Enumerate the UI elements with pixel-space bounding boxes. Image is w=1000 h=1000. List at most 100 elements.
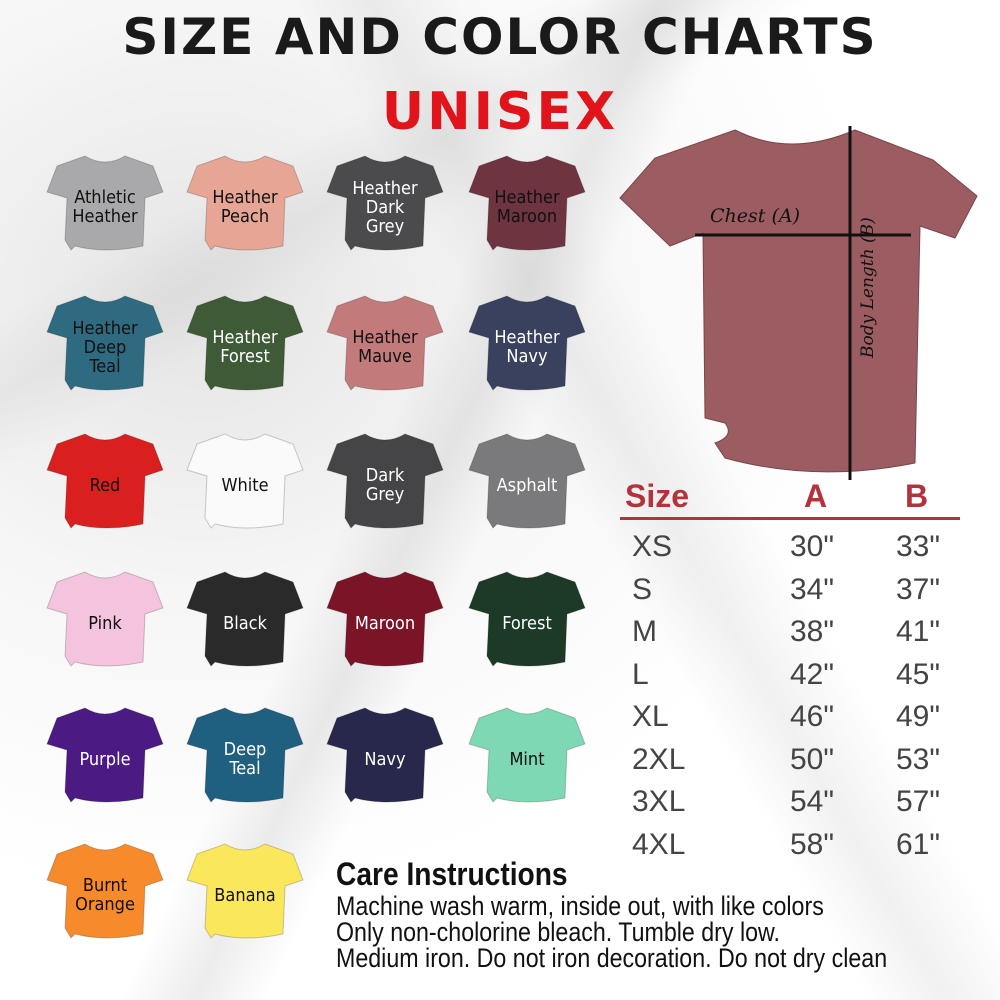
measurement-diagram: Chest (A) Body Length (B) [615,118,980,490]
size-row: S 34" 37" [620,573,960,616]
size-cell: S [632,572,653,606]
care-line: Only non-cholorine bleach. Tumble dry lo… [336,917,781,947]
color-name: Dark Grey [365,465,405,505]
tshirt-icon [326,433,444,529]
color-name: Deep Teal [223,739,267,779]
color-name: Navy [364,748,406,770]
size-cell: M [632,615,657,648]
color-swatch-shirt: Deep Teal [185,702,305,812]
color-name: Purple [79,748,131,770]
color-name: Heather Forest [212,327,278,367]
length-cell: 61" [896,827,941,861]
length-cell: 41" [896,615,941,648]
color-name: Heather Deep Teal [72,317,138,377]
color-swatch-shirt: Heather Mauve [325,290,445,400]
size-row: 2XL 50" 53" [620,743,960,786]
chest-label: Chest (A) [710,205,800,227]
size-row: L 42" 45" [620,658,960,701]
length-cell: 49" [896,700,941,733]
chest-cell: 50" [790,742,835,776]
color-swatch-shirt: Burnt Orange [45,838,165,948]
color-swatch-shirt: Athletic Heather [45,150,165,260]
tshirt-icon [186,155,304,251]
color-swatch-shirt: Black [185,566,305,676]
size-row: XL 46" 49" [620,700,960,743]
size-row: 3XL 54" 57" [620,785,960,828]
care-instructions: Care Instructions Machine wash warm, ins… [336,856,977,973]
length-cell: 45" [896,657,941,691]
size-row: XS 30" 33" [620,530,960,573]
size-cell: 2XL [632,742,686,776]
color-swatch-shirt: Asphalt [467,428,587,538]
color-name: White [221,474,269,496]
tshirt-icon [468,571,586,667]
chest-cell: 54" [790,785,835,818]
color-name: Maroon [354,612,416,634]
color-swatch-shirt: Heather Peach [185,150,305,260]
color-name: Burnt Orange [75,875,135,915]
tshirt-icon [46,433,164,529]
tshirt-icon [46,707,164,803]
size-cell: L [632,657,649,691]
color-swatch-shirt: Heather Forest [185,290,305,400]
diagram-shirt [619,129,978,473]
color-swatch-shirt: Maroon [325,566,445,676]
color-name: Athletic Heather [72,187,138,227]
page-title: SIZE AND COLOR CHARTS [122,8,878,66]
color-swatch-shirt: Red [45,428,165,538]
color-name: Asphalt [496,474,558,496]
color-name: Pink [88,612,122,634]
tshirt-icon [186,571,304,667]
tshirt-icon [468,155,586,251]
tshirt-icon [186,843,304,939]
tshirt-icon [186,707,304,803]
color-name: Red [89,474,121,496]
tshirt-icon [468,295,586,391]
header-a: A [804,478,828,514]
color-swatch-shirt: Dark Grey [325,428,445,538]
tshirt-icon [46,843,164,939]
color-name: Banana [214,884,276,906]
color-swatch-shirt: Navy [325,702,445,812]
chest-cell: 30" [790,530,835,563]
tshirt-icon [46,295,164,391]
size-cell: 3XL [632,785,686,818]
tshirt-icon [186,295,304,391]
color-swatch-shirt: Heather Dark Grey [325,150,445,260]
care-line: Medium iron. Do not iron decoration. Do … [336,943,888,973]
color-name: Heather Navy [494,327,560,367]
tshirt-icon [468,707,586,803]
length-cell: 53" [896,742,941,776]
color-swatch-shirt: Pink [45,566,165,676]
page-subtitle: UNISEX [381,82,619,142]
color-name: Forest [502,612,552,634]
length-cell: 57" [896,785,941,818]
care-line: Machine wash warm, inside out, with like… [336,891,824,921]
color-swatch-shirt: Heather Navy [467,290,587,400]
tshirt-icon [326,295,444,391]
chest-cell: 42" [790,657,835,691]
color-name: Heather Dark Grey [352,177,418,237]
tshirt-icon [186,433,304,529]
color-swatch-shirt: Purple [45,702,165,812]
length-label: Body Length (B) [858,217,878,359]
size-cell: XS [632,530,673,563]
color-name: Heather Peach [212,187,278,227]
size-row: M 38" 41" [620,615,960,658]
color-swatch-shirt: Mint [467,702,587,812]
length-cell: 37" [896,572,941,606]
header-size: Size [625,478,690,514]
color-name: Mint [509,748,545,770]
color-name: Heather Maroon [494,187,560,227]
length-cell: 33" [896,530,941,563]
tshirt-icon [326,571,444,667]
color-swatch-shirt: White [185,428,305,538]
color-swatch-shirt: Forest [467,566,587,676]
chest-cell: 34" [790,572,835,606]
color-swatch-shirt: Heather Deep Teal [45,290,165,400]
tshirt-icon [46,155,164,251]
tshirt-icon [468,433,586,529]
care-title: Care Instructions [336,856,568,892]
size-table-header: Size A B [620,478,960,520]
color-swatch-shirt: Heather Maroon [467,150,587,260]
